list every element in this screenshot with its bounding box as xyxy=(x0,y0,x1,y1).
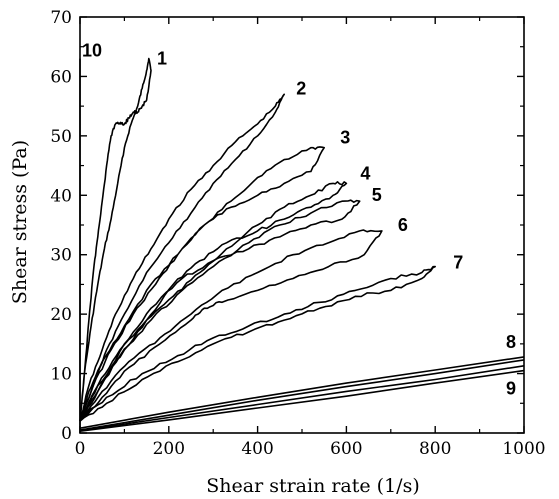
series-label-8: 8 xyxy=(506,332,516,352)
series-label-2: 2 xyxy=(296,78,306,98)
series-curve-1 xyxy=(79,57,152,422)
x-tick-label: 400 xyxy=(241,439,273,459)
series-label-6: 6 xyxy=(398,215,408,235)
series-label-1: 1 xyxy=(157,48,167,68)
series-curve-3 xyxy=(79,146,325,422)
x-tick-label: 0 xyxy=(75,439,86,459)
y-tick-label: 10 xyxy=(50,365,72,385)
series-curve-8 xyxy=(79,359,525,431)
y-tick-label: 30 xyxy=(50,246,72,266)
series-curve-4 xyxy=(79,181,348,422)
series-label-9: 9 xyxy=(506,379,516,399)
y-tick-label: 50 xyxy=(50,127,72,147)
y-tick-label: 0 xyxy=(61,424,72,444)
series-curve-7 xyxy=(79,265,436,422)
y-tick-label: 60 xyxy=(50,67,72,87)
x-tick-label: 200 xyxy=(153,439,185,459)
series-curve-6 xyxy=(79,229,383,422)
x-tick-label: 1000 xyxy=(502,439,545,459)
extra-curve-1 xyxy=(79,356,525,429)
y-tick-label: 40 xyxy=(50,186,72,206)
y-tick-label: 70 xyxy=(50,8,72,28)
series-label-5: 5 xyxy=(372,185,382,205)
extra-curve-2 xyxy=(79,365,525,432)
x-tick-label: 600 xyxy=(330,439,362,459)
series-label-7: 7 xyxy=(453,253,463,273)
y-tick-label: 20 xyxy=(50,305,72,325)
x-axis-title: Shear strain rate (1/s) xyxy=(206,475,420,497)
y-axis-title: Shear stress (Pa) xyxy=(9,140,31,304)
series-label-10: 10 xyxy=(82,41,102,61)
x-tick-label: 800 xyxy=(419,439,451,459)
series-curve-9 xyxy=(79,369,525,432)
series-label-4: 4 xyxy=(360,163,370,183)
curves xyxy=(79,57,525,433)
axes: 0 200 400 600 800 1000 0 10 20 30 40 50 60 70 xyxy=(50,8,545,459)
series-curve-2 xyxy=(79,93,285,422)
series-label-3: 3 xyxy=(340,128,350,148)
series-curve-5 xyxy=(79,199,361,422)
